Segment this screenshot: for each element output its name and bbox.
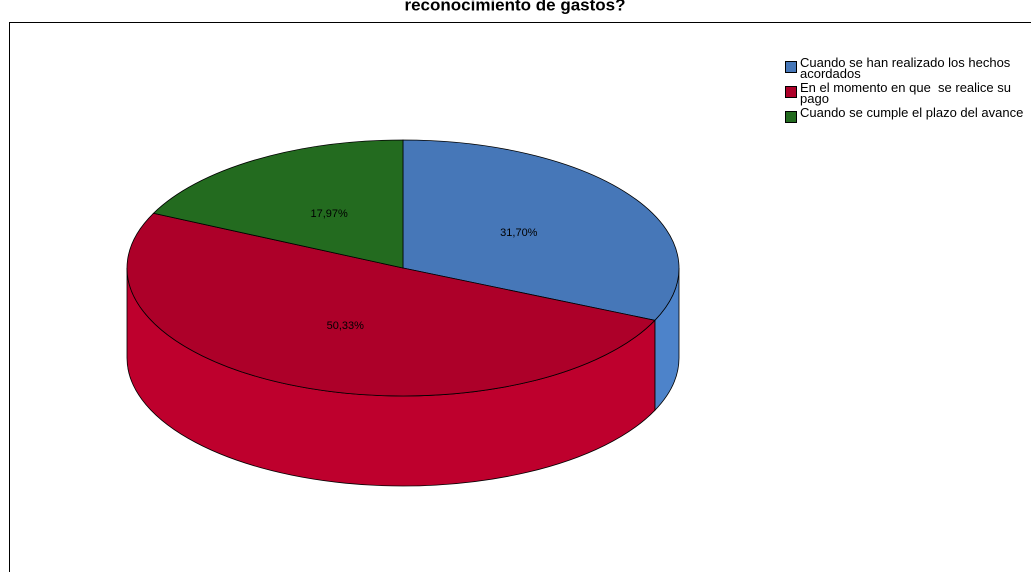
slice bbox=[402, 139, 680, 321]
slice bbox=[152, 139, 404, 269]
legend-swatch bbox=[785, 86, 797, 98]
data-label: 31,70% bbox=[500, 227, 538, 239]
legend-label: Cuando se cumple el plazo del avance bbox=[800, 105, 1024, 120]
legend-item: Cuando se cumple el plazo del avance bbox=[785, 105, 1030, 123]
legend-swatch bbox=[785, 111, 797, 123]
chart-title: reconocimiento de gastos? bbox=[404, 0, 625, 14]
frame bbox=[9, 22, 1031, 572]
legend-label: En el momento en que se realice su pago bbox=[800, 80, 1015, 106]
data-label: 17,97% bbox=[311, 208, 349, 220]
slice bbox=[126, 212, 656, 397]
data-label: 50,33% bbox=[327, 320, 365, 332]
legend: Cuando se han realizado los hechos acord… bbox=[785, 55, 1030, 126]
legend-swatch bbox=[785, 61, 797, 73]
legend-label: Cuando se han realizado los hechos acord… bbox=[800, 55, 1014, 81]
legend-item: Cuando se han realizado los hechos acord… bbox=[785, 55, 1030, 81]
legend-item: En el momento en que se realice su pago bbox=[785, 80, 1030, 106]
